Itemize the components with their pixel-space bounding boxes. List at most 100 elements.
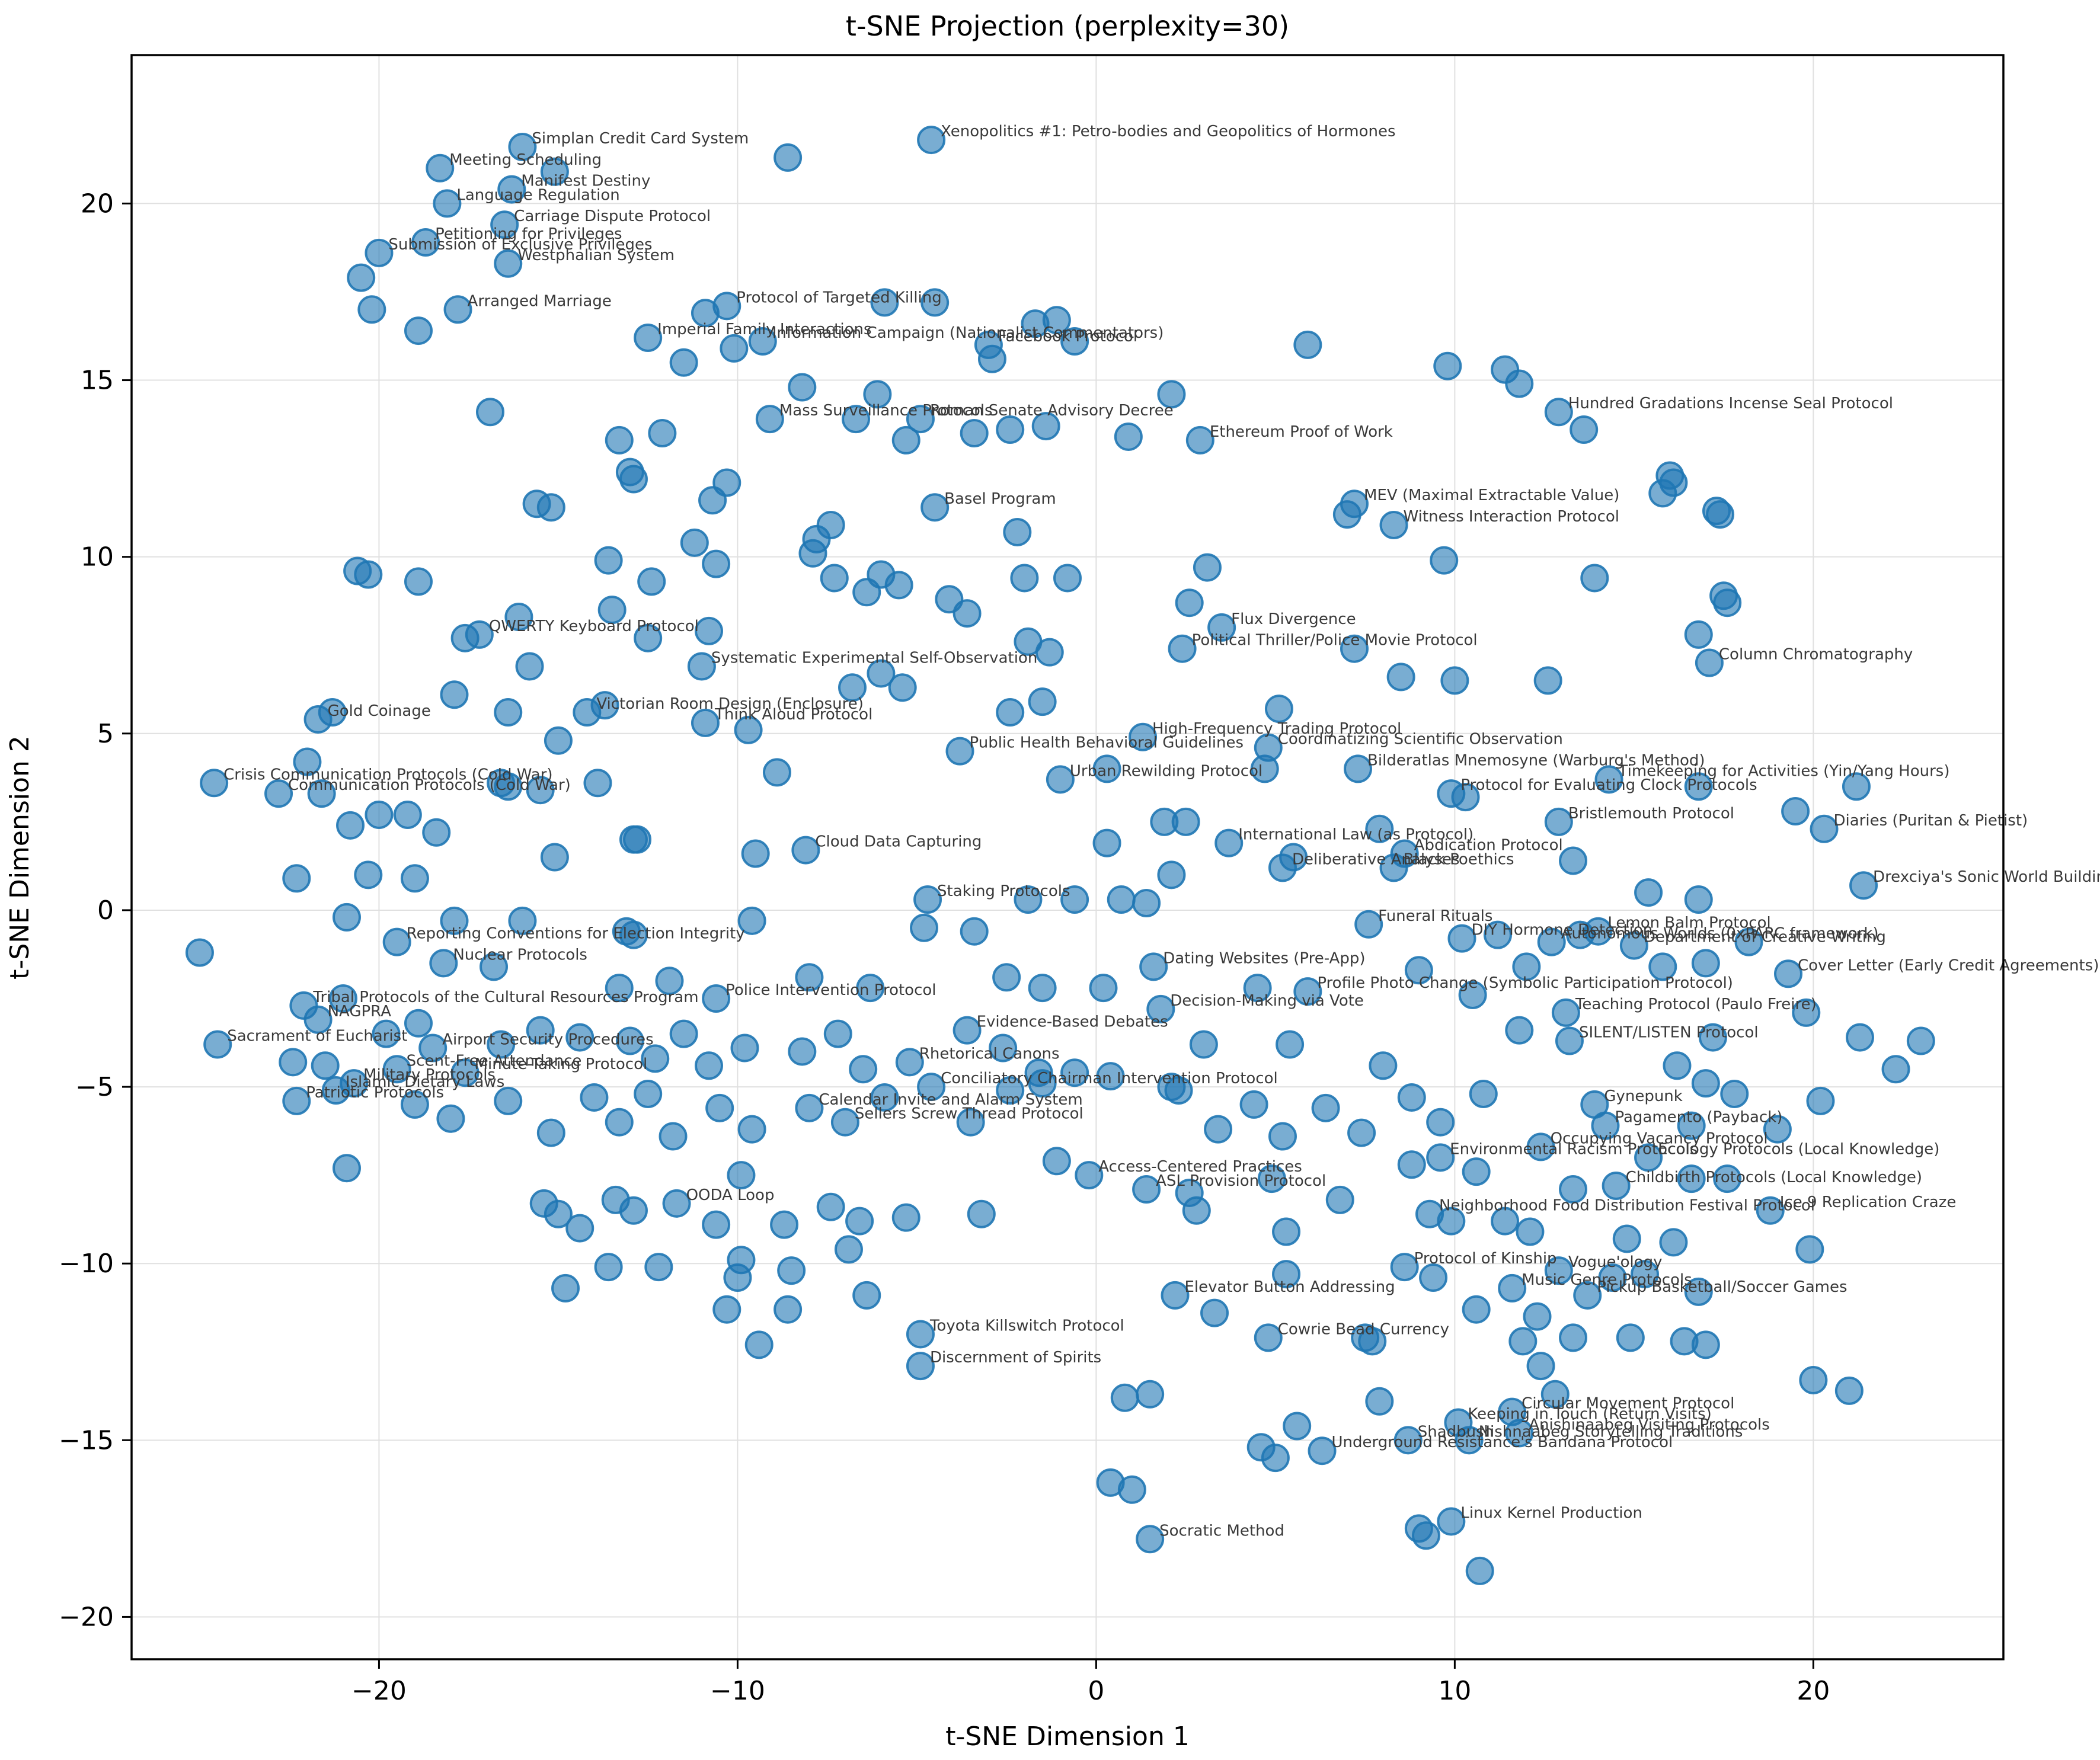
data-point: [1763, 1115, 1792, 1144]
data-point: [884, 571, 913, 600]
data-point: [1239, 1090, 1268, 1119]
plot-border: [130, 54, 2005, 1660]
data-point: [1010, 564, 1039, 593]
data-point: [1365, 814, 1394, 843]
data-point: [1369, 1051, 1398, 1080]
data-point: [1616, 1323, 1645, 1352]
data-point: [332, 903, 361, 932]
data-point: [741, 839, 770, 868]
data-point: [1648, 952, 1677, 981]
data-point-labeled: [1344, 754, 1373, 783]
data-point-labeled: [1379, 853, 1408, 882]
point-label: Shadbush: [1418, 1423, 1494, 1441]
data-point: [1268, 1122, 1297, 1151]
data-point: [1834, 1376, 1864, 1405]
data-point: [347, 263, 376, 292]
data-point: [440, 906, 469, 935]
data-point: [336, 811, 365, 840]
data-point: [1092, 828, 1121, 857]
data-point: [1200, 1298, 1229, 1327]
data-point: [1014, 885, 1043, 914]
data-point: [1792, 998, 1821, 1027]
data-point-labeled: [945, 737, 974, 766]
data-point: [1846, 1023, 1875, 1052]
point-label: Simplan Credit Card System: [532, 130, 749, 148]
point-label: OODA Loop: [686, 1186, 775, 1204]
data-point: [762, 758, 791, 787]
data-point: [480, 952, 509, 981]
data-point: [293, 747, 322, 776]
data-point: [727, 1246, 756, 1275]
data-point: [440, 680, 469, 709]
point-label: Underground Resistance's Bandana Protoco…: [1332, 1433, 1673, 1451]
data-point: [1806, 1086, 1835, 1115]
data-point: [1114, 422, 1143, 451]
data-point: [1365, 1387, 1394, 1416]
data-point: [487, 1030, 516, 1059]
data-point: [655, 967, 684, 996]
data-point-labeled: [702, 984, 731, 1013]
data-point: [820, 564, 849, 593]
data-point: [1512, 952, 1541, 981]
point-label: Public Health Behavioral Guidelines: [970, 734, 1244, 752]
data-point: [842, 405, 871, 434]
data-point: [1781, 796, 1810, 825]
data-point: [1404, 956, 1433, 985]
data-point: [644, 1253, 673, 1282]
data-point: [1003, 517, 1032, 546]
data-point: [1157, 380, 1186, 409]
point-label: Political Thriller/Police Movie Protocol: [1192, 632, 1478, 649]
point-label: Calendar Invite and Alarm System: [819, 1091, 1082, 1109]
y-tick-label: 0: [97, 895, 114, 926]
data-point: [1028, 974, 1057, 1003]
data-point-labeled: [1849, 871, 1878, 900]
data-point: [282, 864, 311, 893]
data-point: [619, 1196, 648, 1225]
data-point-labeled: [1774, 959, 1803, 988]
axes-layer: −20 −10 0 10 20 −20 −15 −10 −5 0 5 10 15 20: [59, 54, 2005, 1706]
point-label: Bristlemouth Protocol: [1568, 805, 1734, 823]
data-point-labeled: [1254, 1323, 1283, 1352]
point-label: Information Campaign (Nationalist Commen…: [772, 324, 1164, 342]
data-point-labeled: [1185, 425, 1214, 455]
data-point: [1559, 1323, 1588, 1352]
point-label: Sellers Screw Thread Protocol: [855, 1105, 1083, 1123]
data-point-labeled: [1308, 1436, 1337, 1465]
data-point: [849, 1055, 878, 1084]
data-point-labeled: [1393, 1426, 1423, 1455]
data-point-labeled: [906, 405, 935, 434]
data-point: [1462, 1157, 1491, 1186]
point-label: Nuclear Protocols: [453, 946, 587, 964]
data-point: [1096, 1062, 1125, 1091]
data-point: [1684, 1277, 1713, 1306]
data-point: [712, 1295, 741, 1324]
data-point: [1397, 1083, 1426, 1112]
grid-layer: [132, 55, 2003, 1659]
data-point: [1799, 1365, 1828, 1394]
data-point: [1089, 974, 1118, 1003]
data-point: [1691, 949, 1720, 978]
data-point-labeled: [264, 779, 293, 808]
data-point-labeled: [429, 949, 458, 978]
data-point: [1397, 1150, 1426, 1179]
data-point: [1713, 1164, 1742, 1193]
data-point: [504, 603, 533, 632]
data-point-labeled: [1591, 1111, 1620, 1140]
point-label: Submission of Exclusive Privileges: [388, 236, 652, 254]
point-label: Diaries (Puritan & Pietist): [1834, 812, 2028, 830]
data-point-labeled: [1619, 931, 1648, 960]
x-tick-label: 10: [1438, 1676, 1471, 1706]
point-label: Toyota Killswitch Protocol: [929, 1317, 1124, 1335]
data-point-labeled: [433, 189, 462, 218]
point-label: Bilderatlas Mnemosyne (Warburg's Method): [1367, 751, 1705, 769]
data-point-labeled: [748, 327, 777, 356]
data-point-labeled: [1340, 489, 1369, 519]
data-point-labeled: [1168, 634, 1197, 663]
data-point: [634, 1079, 663, 1108]
data-point: [605, 425, 634, 455]
point-label: Petitioning for Privileges: [435, 225, 622, 243]
data-point: [773, 1295, 803, 1324]
data-point: [1028, 1069, 1057, 1098]
data-point: [1028, 687, 1057, 716]
